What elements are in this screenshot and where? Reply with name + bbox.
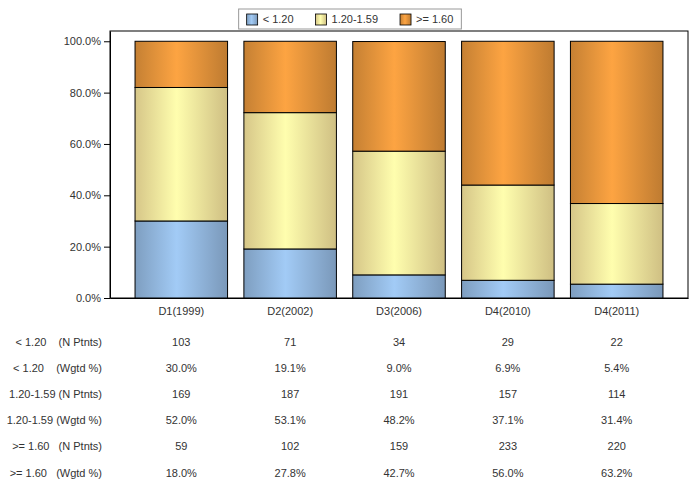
bar-segment [244,113,337,249]
table-cell: 56.0% [492,467,523,479]
x-axis-line [111,298,689,299]
table-row-label: 1.20-1.59 (Wgtd %) [7,414,102,426]
bar-segment [462,185,555,280]
y-tick-mark [104,247,110,248]
table-cell: 63.2% [601,467,632,479]
y-axis-line [110,32,111,299]
legend-item: 1.20-1.59 [316,13,378,25]
legend-item: >= 1.60 [400,13,453,25]
table-cell: 48.2% [383,414,414,426]
y-tick: 60.0% [70,138,110,150]
table-cell: 169 [172,388,190,400]
data-table: < 1.20 (N Ptnts) < 1.20 (Wgtd %) 103 30.0% 7… [7,336,633,479]
x-tick-label: D2(2002) [267,305,313,317]
table-row-label: >= 1.60 (Wgtd %) [10,467,102,479]
table-cell: 18.0% [166,467,197,479]
table-cell: 157 [499,388,517,400]
table-cell: 114 [608,388,626,400]
table-cell: 52.0% [166,414,197,426]
x-tick: D3(2006) [376,298,422,317]
legend-item: < 1.20 [247,13,294,25]
table-cell: 102 [281,440,299,452]
legend-frame [239,9,462,29]
y-axis: 0.0% 20.0% 40.0% 60.0% 80.0% 100.0% [64,32,111,305]
table-cell: 34 [393,336,405,348]
table-cell: 187 [281,388,299,400]
legend-swatch [316,14,327,25]
y-tick: 80.0% [70,87,110,99]
y-tick-mark [104,93,110,94]
bar-segment [570,284,663,298]
bar-segment [244,249,337,298]
table-cell: 19.1% [275,362,306,374]
y-tick-label: 80.0% [70,87,101,99]
legend: < 1.20 1.20-1.59 >= 1.60 [239,9,462,29]
y-tick: 40.0% [70,189,110,201]
table-cell: 27.8% [275,467,306,479]
table-cell: 9.0% [386,362,411,374]
legend-label: 1.20-1.59 [332,13,378,25]
legend-label: < 1.20 [263,13,294,25]
table-cell: 59 [175,440,187,452]
table-cell: 42.7% [383,467,414,479]
y-tick: 20.0% [70,241,110,253]
table-cell: 29 [502,336,514,348]
y-tick-label: 20.0% [70,241,101,253]
x-tick-label: D4(2010) [485,305,531,317]
bar-segment [570,41,663,203]
bar-segment [244,41,337,112]
y-tick-mark [104,144,110,145]
table-cell: 103 [172,336,190,348]
table-cell: 220 [608,440,626,452]
bar-segment [135,41,228,87]
bar-segment [570,204,663,285]
table-cell: 5.4% [604,362,629,374]
table-cell: 31.4% [601,414,632,426]
bars [135,41,663,298]
table-cell: 6.9% [495,362,520,374]
x-axis: D1(1999) D2(2002) D3(2006) D4(2010) D4(2011) [111,298,689,317]
x-tick-label: D1(1999) [158,305,204,317]
legend-label: >= 1.60 [416,13,453,25]
table-cell: 30.0% [166,362,197,374]
x-tick: D1(1999) [158,298,204,317]
x-tick: D4(2011) [594,298,639,317]
bar-segment [462,41,555,185]
table-cell: 159 [390,440,408,452]
table-cell: 233 [499,440,517,452]
x-tick: D2(2002) [267,298,313,317]
y-tick-mark [104,298,110,299]
table-row-label: < 1.20 (N Ptnts) [15,336,102,348]
y-tick-mark [104,41,110,42]
table-cell: 71 [284,336,296,348]
x-tick-label: D4(2011) [594,305,639,317]
table-row-label: >= 1.60 (N Ptnts) [12,440,102,452]
y-tick-label: 40.0% [70,189,101,201]
x-tick: D4(2010) [485,298,531,317]
y-tick-label: 0.0% [76,292,101,304]
table-cell: 22 [611,336,623,348]
table-cell: 191 [390,388,408,400]
y-tick: 0.0% [76,292,110,304]
plot-frame [110,31,688,298]
bar-segment [353,275,446,298]
bar-segment [353,151,446,275]
table-row-label: 1.20-1.59 (N Ptnts) [9,388,102,400]
bar-segment [462,280,555,298]
chart: 0.0% 20.0% 40.0% 60.0% 80.0% 100.0% D1(1999) D2… [0,0,700,500]
legend-swatch [247,14,258,25]
table-cell: 37.1% [492,414,523,426]
x-tick-label: D3(2006) [376,305,422,317]
bar-segment [353,42,446,152]
table-row-label: < 1.20 (Wgtd %) [13,362,102,374]
y-tick-mark [104,195,110,196]
legend-swatch [400,14,411,25]
y-tick-label: 100.0% [64,35,102,47]
table-cell: 53.1% [275,414,306,426]
bar-segment [135,221,228,298]
bar-segment [135,87,228,221]
y-tick-label: 60.0% [70,138,101,150]
y-tick: 100.0% [64,35,110,47]
